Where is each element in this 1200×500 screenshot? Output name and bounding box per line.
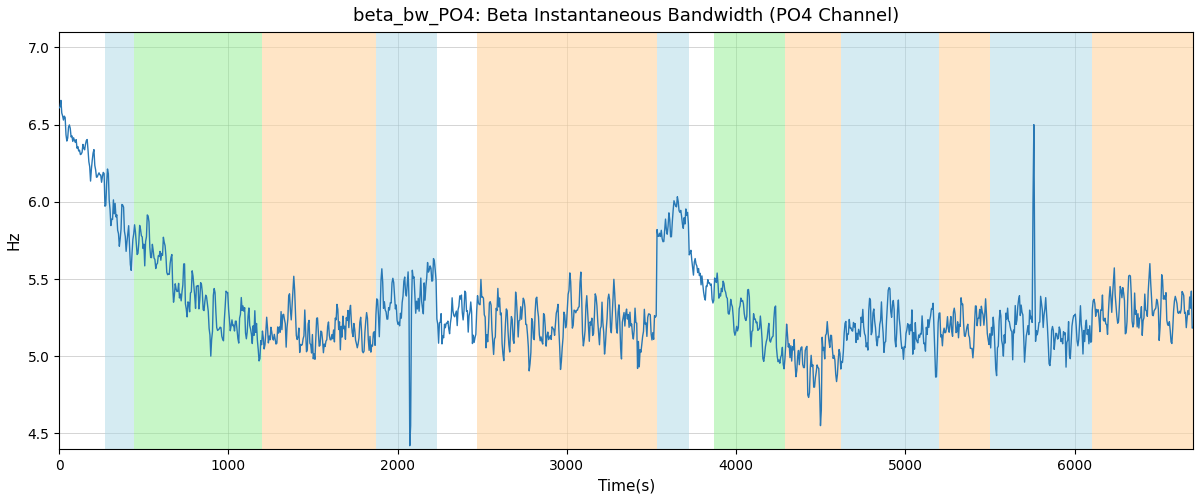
Bar [376, 32, 437, 449]
X-axis label: Time(s): Time(s) [598, 478, 655, 493]
Bar [656, 32, 689, 449]
Bar [133, 32, 263, 449]
Bar [990, 32, 1092, 449]
Y-axis label: Hz: Hz [7, 230, 22, 250]
Bar [1092, 32, 1193, 449]
Bar [104, 32, 133, 449]
Bar [785, 32, 841, 449]
Bar [940, 32, 990, 449]
Bar [478, 32, 656, 449]
Title: beta_bw_PO4: Beta Instantaneous Bandwidth (PO4 Channel): beta_bw_PO4: Beta Instantaneous Bandwidt… [353, 7, 899, 25]
Bar [263, 32, 376, 449]
Bar [841, 32, 940, 449]
Bar [714, 32, 785, 449]
